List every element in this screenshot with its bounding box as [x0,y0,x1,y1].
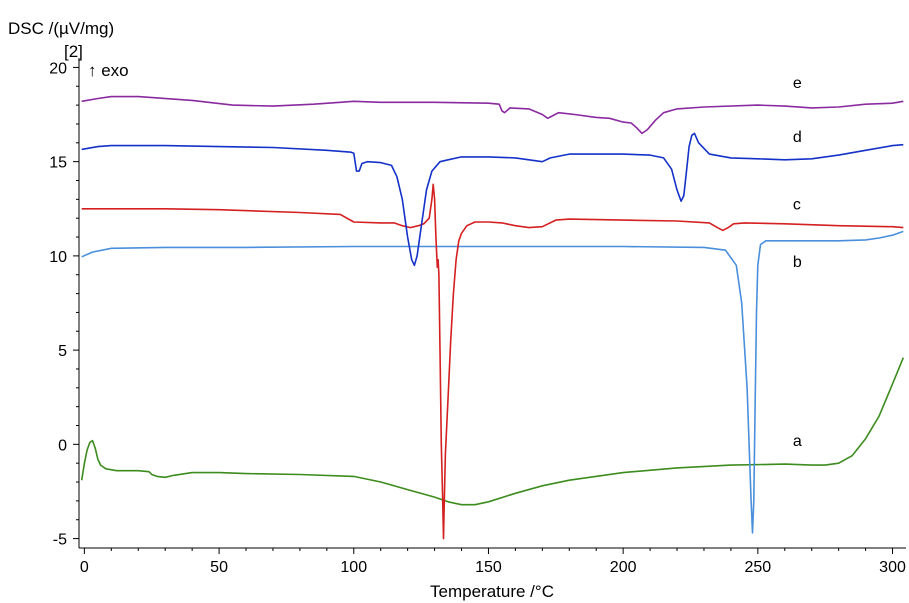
y-tick-label: 20 [49,60,67,77]
x-axis-title: Temperature /°C [430,582,554,601]
curve-label-b: b [793,254,802,271]
y-tick-label: 0 [58,437,67,454]
x-tick-label: 0 [80,559,89,576]
y-axis-title-extra: [2] [64,42,83,61]
series-line-b [81,230,904,534]
x-tick-label: 300 [879,559,906,576]
curve-labels: e d c b a [793,75,802,450]
y-tick-label: 5 [58,343,67,360]
curve-label-e: e [793,75,802,92]
y-axis-title: DSC /(µV/mg) [8,19,114,38]
x-tick-label: 50 [210,559,228,576]
curve-label-c: c [793,197,801,214]
series-group [80,95,905,540]
series-line-e [81,95,904,135]
x-tick-label: 250 [744,559,771,576]
x-tick-label: 150 [475,559,502,576]
x-tick-label: 100 [340,559,367,576]
y-tick-label: 10 [49,249,67,266]
series-line-c [81,183,904,540]
exo-annotation: ↑ exo [88,61,129,80]
y-tick-label: 15 [49,155,67,172]
curve-label-d: d [793,129,802,146]
curve-label-a: a [793,433,802,450]
series-line-d [81,132,904,267]
y-tick-label: -5 [53,532,67,549]
x-tick-label: 200 [610,559,637,576]
series-line-a [80,357,905,506]
